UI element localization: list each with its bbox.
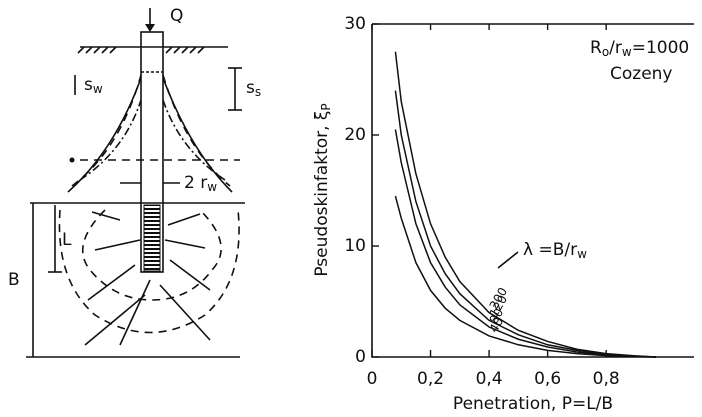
- label-sub: w: [577, 247, 587, 261]
- label-sub: s: [255, 85, 261, 99]
- screen: [143, 204, 161, 272]
- label-sub: o: [602, 45, 609, 59]
- label-part: /r: [609, 38, 622, 58]
- x-tick-label: 0,2: [417, 369, 444, 389]
- drawdown-dashdot: [79, 99, 226, 181]
- arrow-head: [145, 24, 155, 32]
- y-tick-label: 30: [344, 14, 366, 34]
- pile: [140, 31, 164, 273]
- method-label: Cozeny: [610, 64, 673, 84]
- label-part: R: [590, 38, 602, 58]
- x-tick-label: 0,4: [476, 369, 503, 389]
- y-tick-label: 20: [344, 125, 366, 145]
- label-part: Pseudoskinfaktor, ξ: [312, 111, 332, 277]
- flow-arrows: [84, 211, 211, 346]
- b-label: B: [8, 270, 20, 290]
- hatching: [77, 46, 205, 54]
- radius-label: 2 rw: [184, 173, 217, 194]
- x-tick-label: 0,6: [534, 369, 561, 389]
- ss-label: ss: [246, 78, 261, 99]
- y-tick-label: 0: [355, 347, 366, 367]
- curve-label: 80: [487, 306, 507, 326]
- load-label: Q: [170, 6, 183, 26]
- curve-label: 40: [487, 315, 507, 335]
- label-part: λ =B/r: [523, 240, 577, 260]
- y-axis-label: Pseudoskinfaktor, ξP: [312, 103, 333, 276]
- flow-boundary: [81, 209, 222, 301]
- label-sub: w: [622, 45, 632, 59]
- lambda-label: λ =B/rw: [523, 240, 587, 261]
- well-diagram: Q sw ss 2 rw L B: [8, 6, 261, 358]
- ratio-label: Ro/rw=1000: [590, 38, 689, 59]
- x-axis-label: Penetration, P=L/B: [453, 394, 613, 414]
- label-part: =1000: [632, 38, 690, 58]
- x-tick-label: 0: [367, 369, 378, 389]
- curve: [394, 90, 656, 358]
- y-tick-label: 10: [344, 236, 366, 256]
- label-sub: w: [207, 180, 217, 194]
- flow-boundary: [58, 209, 240, 334]
- l-label: L: [62, 230, 72, 250]
- dot: [69, 157, 75, 163]
- x-tick-label: 0,8: [593, 369, 620, 389]
- curve: [394, 51, 656, 358]
- lambda-pointer: [497, 251, 519, 269]
- sw-label: sw: [84, 75, 103, 96]
- curve: [394, 129, 656, 358]
- label-sub: P: [319, 103, 333, 110]
- label-part: s: [84, 75, 93, 95]
- label-part: 2 r: [184, 173, 207, 193]
- label-part: s: [246, 78, 255, 98]
- label-sub: w: [93, 82, 103, 96]
- curve: [394, 195, 656, 358]
